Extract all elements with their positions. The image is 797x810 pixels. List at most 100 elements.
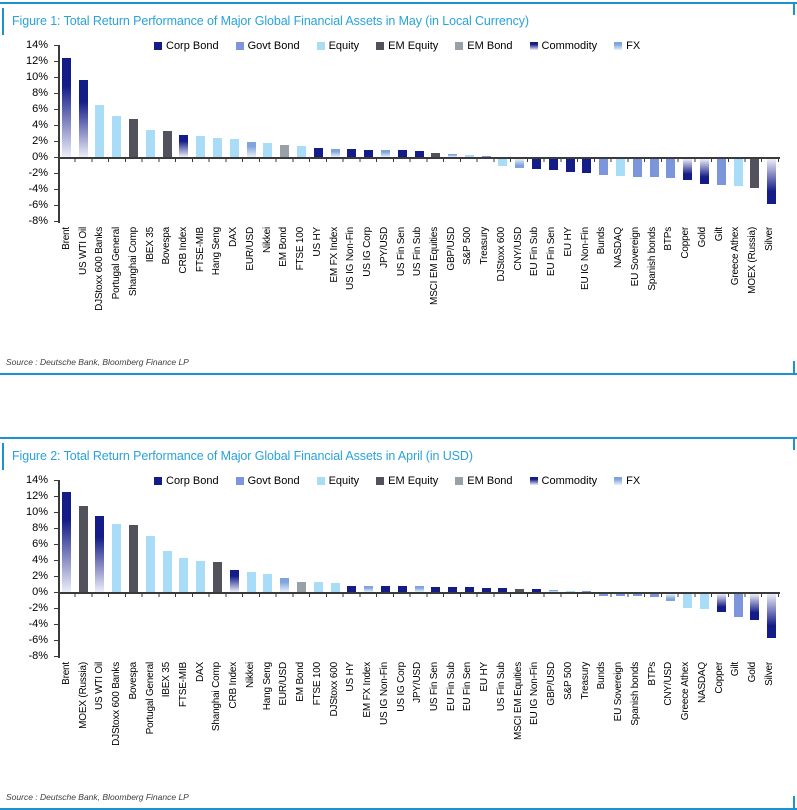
x-axis-slot: Bovespa	[125, 662, 142, 786]
bar	[347, 149, 357, 157]
figure-2-title: Figure 2: Total Return Performance of Ma…	[2, 443, 797, 470]
bar	[481, 588, 491, 592]
x-axis-label: Treasury	[579, 662, 591, 700]
y-axis-label: 8%	[32, 87, 48, 99]
bar	[582, 159, 592, 174]
bar	[330, 149, 340, 157]
bar	[229, 570, 239, 592]
x-axis-slot: EM FX Index	[359, 662, 376, 786]
x-axis-slot: EU HY	[476, 662, 493, 786]
y-axis: 14% 12% 10% 8% 6% 4% 2% 0% -2% -4% -6% -8%	[16, 39, 54, 227]
x-axis-slot: BTPs	[660, 227, 677, 351]
bar	[599, 159, 609, 175]
bar	[767, 159, 777, 204]
x-axis-label: MOEX (Russia)	[77, 662, 89, 729]
x-axis-label: MSCI EM Equities	[512, 662, 524, 740]
y-axis-label: -4%	[28, 618, 48, 630]
bar	[380, 149, 390, 157]
legend-item: EM Equity	[376, 40, 438, 52]
x-axis-line	[58, 157, 780, 162]
x-axis-label: Gold	[746, 662, 758, 683]
bar	[733, 594, 743, 618]
x-axis-label: IBEX 35	[161, 662, 173, 698]
bar	[112, 116, 122, 157]
x-axis-slot: Bunds	[594, 227, 611, 351]
figure-border-stub	[793, 796, 795, 808]
x-axis-label: S&P 500	[462, 227, 474, 265]
bar	[431, 587, 441, 592]
x-axis-slot: Portugal General	[108, 227, 125, 351]
x-axis-label: DAX	[194, 662, 206, 682]
x-axis-slot: DJStoxx 600	[326, 662, 343, 786]
y-axis-label: 10%	[25, 506, 48, 518]
x-axis-slot: FTSE-MIB	[175, 662, 192, 786]
x-axis-slot: US IG Non-Fin	[376, 662, 393, 786]
bar	[767, 594, 777, 638]
x-axis-slot: US Fin Sub	[409, 227, 426, 351]
x-axis-slot: Brent	[58, 662, 75, 786]
bar	[448, 587, 458, 592]
x-axis-slot: EU Fin Sub	[443, 662, 460, 786]
x-axis-label: GBP/USD	[546, 662, 558, 706]
bar	[61, 492, 71, 592]
x-axis-slot: US Fin Sub	[493, 662, 510, 786]
bar	[733, 159, 743, 187]
y-axis-label: 0%	[32, 586, 48, 598]
legend-swatch-fx	[614, 42, 623, 50]
bar	[750, 159, 760, 188]
x-axis-label: Spanish bonds	[646, 227, 658, 291]
x-axis-slot: EM Bond	[292, 662, 309, 786]
bar	[716, 594, 726, 613]
plot-area	[54, 45, 780, 223]
x-axis-slot: Hang Seng	[259, 662, 276, 786]
figure-2-chart: Corp Bond Govt Bond Equity EM Equity EM Bond…	[16, 474, 797, 786]
legend-swatch-em-equity	[376, 477, 385, 485]
legend-label: EM Equity	[388, 475, 439, 487]
bar	[414, 586, 424, 592]
x-axis-label: US Fin Sen	[395, 227, 407, 277]
x-axis-label: US IG Corp	[362, 227, 374, 277]
x-axis-label: EUR/USD	[278, 662, 290, 706]
x-axis-slot: Gold	[744, 662, 761, 786]
x-axis-slot: Bovespa	[158, 227, 175, 351]
bar	[145, 129, 155, 157]
x-axis-label: US IG Non-Fin	[345, 227, 357, 290]
y-axis-label: 12%	[25, 490, 48, 502]
bar	[699, 594, 709, 610]
y-axis: 14% 12% 10% 8% 6% 4% 2% 0% -2% -4% -6% -8%	[16, 474, 54, 662]
legend-label: FX	[626, 40, 641, 52]
x-axis-slot: US WTI Oil	[75, 227, 92, 351]
x-axis-slot: Silver	[761, 227, 778, 351]
figure-border-stub	[793, 4, 795, 15]
x-axis-slot: MOEX (Russia)	[75, 662, 92, 786]
bar	[162, 551, 172, 592]
bars	[58, 480, 780, 658]
x-axis-label: US IG Corp	[395, 662, 407, 712]
legend-label: EM Bond	[467, 475, 513, 487]
legend-label: Equity	[328, 40, 360, 52]
source-note: Source : Deutsche Bank, Bloomberg Financ…	[6, 357, 189, 367]
y-axis-label: 4%	[32, 554, 48, 566]
x-axis-label: Greece Athex	[680, 662, 692, 721]
x-axis-label: JPY/USD	[378, 227, 390, 268]
bar	[95, 516, 105, 592]
x-axis-label: CRB Index	[178, 227, 189, 274]
bar	[464, 154, 474, 157]
x-axis-label: EU HY	[562, 227, 574, 257]
legend-item: FX	[614, 40, 640, 52]
x-axis-label: FTSE-MIB	[178, 662, 189, 708]
x-axis-slot: EU IG Non-Fin	[527, 662, 544, 786]
bar	[330, 583, 340, 592]
figure-border-stub	[793, 439, 795, 450]
legend-item: Govt Bond	[235, 475, 300, 487]
x-axis-slot: US HY	[342, 662, 359, 786]
bar	[481, 156, 491, 157]
x-axis-slot: EU Fin Sen	[543, 227, 560, 351]
legend-label: Govt Bond	[247, 475, 300, 487]
bar	[213, 561, 222, 592]
bar	[380, 586, 390, 592]
bar	[498, 588, 508, 592]
bar	[464, 587, 474, 592]
x-axis-slot: EM Bond	[276, 227, 293, 351]
